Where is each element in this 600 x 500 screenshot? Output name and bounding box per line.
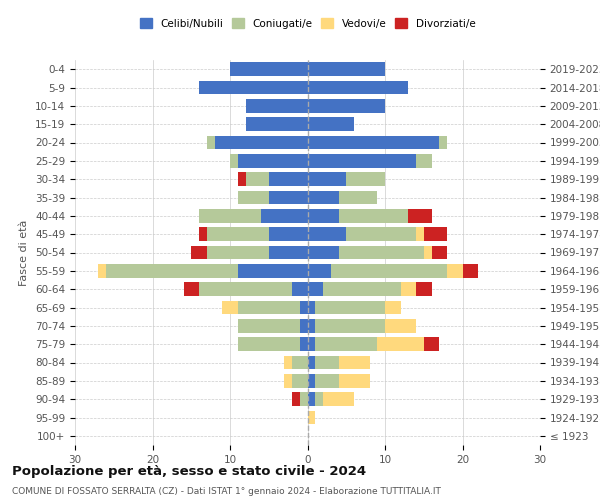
Bar	[308, 209, 338, 222]
Bar	[222, 300, 238, 314]
Bar	[238, 300, 300, 314]
Bar	[199, 209, 261, 222]
Bar	[308, 300, 315, 314]
Bar	[424, 246, 431, 260]
Bar	[308, 172, 346, 186]
Bar	[308, 99, 385, 112]
Bar	[346, 172, 385, 186]
Bar	[199, 282, 292, 296]
Bar	[431, 246, 447, 260]
Bar	[207, 136, 215, 149]
Bar	[308, 80, 408, 94]
Bar	[338, 246, 424, 260]
Bar	[315, 338, 377, 351]
Bar	[269, 190, 308, 204]
Bar	[308, 392, 315, 406]
Bar	[300, 392, 308, 406]
Bar	[308, 190, 338, 204]
Bar	[199, 80, 308, 94]
Bar	[207, 228, 269, 241]
Bar	[424, 228, 447, 241]
Bar	[238, 319, 300, 332]
Bar	[308, 62, 385, 76]
Bar	[315, 374, 338, 388]
Bar	[292, 392, 300, 406]
Bar	[408, 209, 431, 222]
Bar	[308, 338, 315, 351]
Bar	[416, 154, 431, 168]
Bar	[447, 264, 463, 278]
Bar	[245, 99, 308, 112]
Bar	[300, 338, 308, 351]
Bar	[315, 319, 385, 332]
Bar	[338, 209, 408, 222]
Bar	[284, 356, 292, 370]
Bar	[439, 136, 447, 149]
Bar	[416, 282, 431, 296]
Bar	[308, 118, 354, 131]
Bar	[269, 228, 308, 241]
Bar	[308, 319, 315, 332]
Bar	[424, 338, 439, 351]
Bar	[308, 228, 346, 241]
Bar	[315, 392, 323, 406]
Bar	[385, 300, 401, 314]
Bar	[106, 264, 238, 278]
Bar	[331, 264, 447, 278]
Bar	[463, 264, 478, 278]
Bar	[238, 264, 308, 278]
Bar	[269, 172, 308, 186]
Bar	[238, 338, 300, 351]
Bar	[385, 319, 416, 332]
Bar	[323, 282, 401, 296]
Bar	[191, 246, 207, 260]
Bar	[308, 264, 331, 278]
Text: COMUNE DI FOSSATO SERRALTA (CZ) - Dati ISTAT 1° gennaio 2024 - Elaborazione TUTT: COMUNE DI FOSSATO SERRALTA (CZ) - Dati I…	[12, 488, 441, 496]
Bar	[338, 374, 370, 388]
Bar	[338, 190, 377, 204]
Bar	[199, 228, 207, 241]
Bar	[245, 118, 308, 131]
Bar	[401, 282, 416, 296]
Bar	[292, 374, 308, 388]
Bar	[377, 338, 424, 351]
Bar	[300, 319, 308, 332]
Bar	[315, 356, 338, 370]
Bar	[292, 356, 308, 370]
Bar	[238, 172, 245, 186]
Bar	[346, 228, 416, 241]
Bar	[238, 190, 269, 204]
Bar	[308, 136, 439, 149]
Bar	[261, 209, 308, 222]
Bar	[245, 172, 269, 186]
Bar	[308, 282, 323, 296]
Bar	[315, 300, 385, 314]
Bar	[284, 374, 292, 388]
Bar	[269, 246, 308, 260]
Bar	[323, 392, 354, 406]
Bar	[308, 154, 416, 168]
Bar	[215, 136, 308, 149]
Bar	[308, 410, 315, 424]
Bar	[292, 282, 308, 296]
Bar	[308, 374, 315, 388]
Bar	[230, 62, 308, 76]
Bar	[98, 264, 106, 278]
Bar	[207, 246, 269, 260]
Legend: Celibi/Nubili, Coniugati/e, Vedovi/e, Divorziati/e: Celibi/Nubili, Coniugati/e, Vedovi/e, Di…	[137, 15, 478, 32]
Y-axis label: Fasce di età: Fasce di età	[19, 220, 29, 286]
Bar	[416, 228, 424, 241]
Bar	[238, 154, 308, 168]
Text: Popolazione per età, sesso e stato civile - 2024: Popolazione per età, sesso e stato civil…	[12, 465, 366, 478]
Bar	[230, 154, 238, 168]
Bar	[308, 356, 315, 370]
Bar	[184, 282, 199, 296]
Bar	[300, 300, 308, 314]
Bar	[338, 356, 370, 370]
Bar	[308, 246, 338, 260]
